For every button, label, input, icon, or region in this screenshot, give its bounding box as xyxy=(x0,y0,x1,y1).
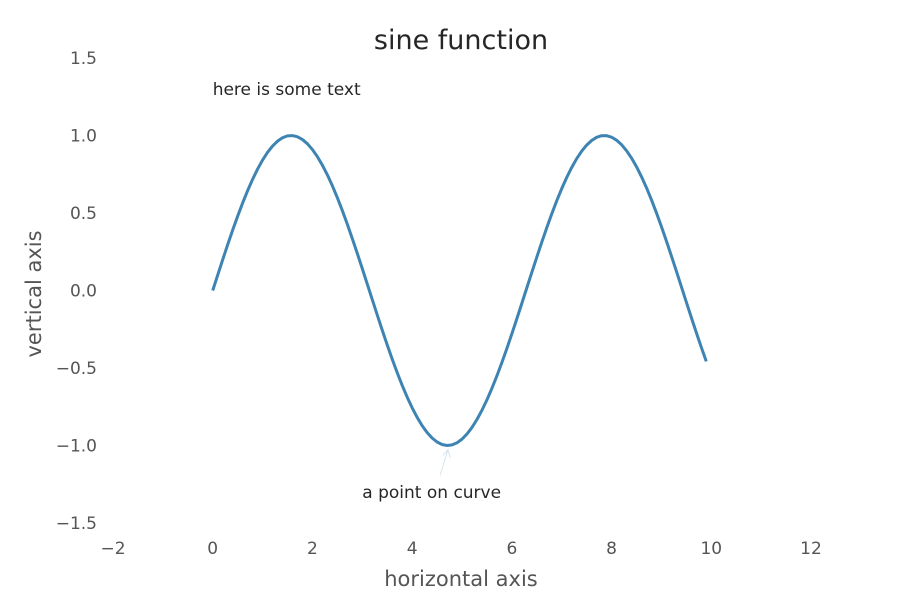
annotation-arrow-line xyxy=(439,449,449,476)
y-tick-label: 1.0 xyxy=(70,127,97,147)
y-tick-label: −1.5 xyxy=(56,514,97,534)
annotations: here is some text a point on curve xyxy=(213,80,501,503)
plot-area xyxy=(211,134,708,447)
annotation-text: here is some text xyxy=(213,80,361,100)
sine-series-line xyxy=(211,134,708,447)
annotation-point-label: a point on curve xyxy=(362,483,501,503)
x-tick-label: 12 xyxy=(800,539,822,559)
x-tick-label: 0 xyxy=(207,539,218,559)
x-tick-label: −2 xyxy=(100,539,125,559)
y-axis-label: vertical axis xyxy=(22,230,46,357)
x-tick-label: 2 xyxy=(307,539,318,559)
x-tick-label: 4 xyxy=(407,539,418,559)
x-axis-label: horizontal axis xyxy=(384,567,538,591)
x-tick-labels: −2 0 2 4 6 8 10 12 xyxy=(100,539,821,559)
annotation-arrow-head xyxy=(442,448,451,458)
x-tick-label: 10 xyxy=(700,539,722,559)
y-tick-label: 0.0 xyxy=(70,282,97,302)
y-tick-label: −0.5 xyxy=(56,359,97,379)
x-tick-label: 6 xyxy=(506,539,517,559)
y-tick-labels: 1.5 1.0 0.5 0.0 −0.5 −1.0 −1.5 xyxy=(56,49,97,534)
y-tick-label: 1.5 xyxy=(70,49,97,69)
y-tick-label: −1.0 xyxy=(56,437,97,457)
x-tick-label: 8 xyxy=(606,539,617,559)
y-tick-label: 0.5 xyxy=(70,204,97,224)
chart-title: sine function xyxy=(374,25,548,56)
